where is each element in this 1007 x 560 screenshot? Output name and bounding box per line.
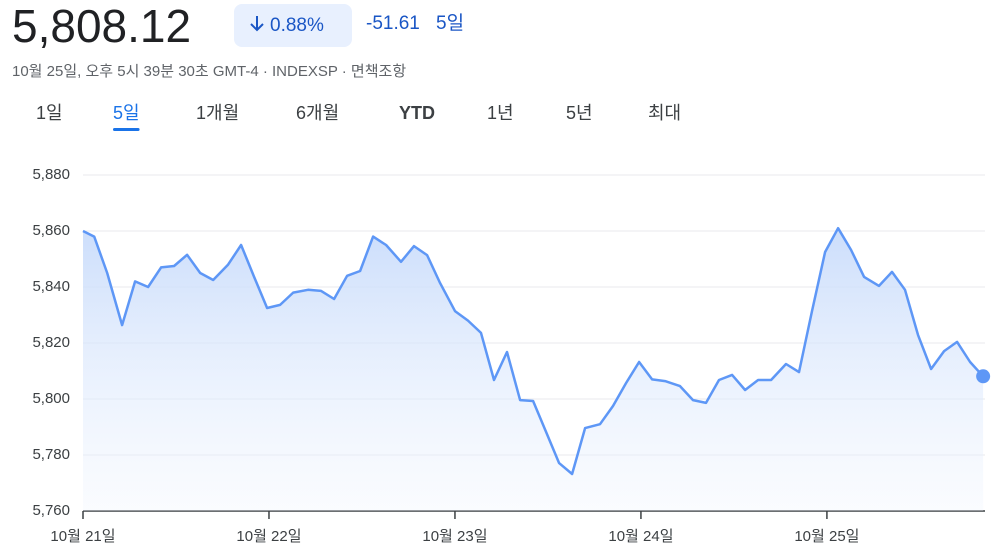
tab[interactable]: 1개월 <box>196 103 239 123</box>
tab[interactable]: 6개월 <box>296 103 339 123</box>
y-tick-label: 5,800 <box>32 390 70 407</box>
tab[interactable]: 1일 <box>36 103 63 123</box>
change-badge <box>234 4 352 47</box>
tabs: 1일 5일 1개월 6개월 YTD 1년 5년 최대 <box>36 103 681 131</box>
down-arrow <box>250 16 264 32</box>
tab[interactable]: 최대 <box>648 103 681 123</box>
change-value: -51.61 <box>366 13 420 34</box>
line <box>82 226 985 476</box>
x-tick-label: 10월 25일 <box>794 528 859 545</box>
price: 5,808.12 <box>12 0 191 52</box>
x-tick-label: 10월 23일 <box>422 528 487 545</box>
y-tick-label: 5,780 <box>32 446 70 463</box>
timestamp: 10월 25일, 오후 5시 39분 30초 GMT-4 · INDEXSP ·… <box>12 63 406 80</box>
y-tick-label: 5,860 <box>32 222 70 239</box>
tab[interactable]: 5년 <box>566 103 593 123</box>
tab-underline <box>113 128 140 131</box>
x-tick-label: 10월 24일 <box>608 528 673 545</box>
plot: 5,760 5,780 5,800 5,820 5,840 5,860 5,880 10월 2… <box>32 166 991 545</box>
tab[interactable]: YTD <box>399 103 435 123</box>
tab[interactable]: 1년 <box>487 103 514 123</box>
area <box>83 228 984 511</box>
change-period: 5일 <box>436 12 464 34</box>
y-tick-label: 5,880 <box>32 166 70 183</box>
change-percent: 0.88% <box>270 15 324 36</box>
x-tick-label: 10월 21일 <box>50 528 115 545</box>
end-point <box>976 369 991 384</box>
tab[interactable]: 5일 <box>113 103 140 123</box>
x-tick-label: 10월 22일 <box>236 528 301 545</box>
y-tick-label: 5,840 <box>32 278 70 295</box>
y-tick-label: 5,760 <box>32 502 70 519</box>
y-tick-label: 5,820 <box>32 334 70 351</box>
